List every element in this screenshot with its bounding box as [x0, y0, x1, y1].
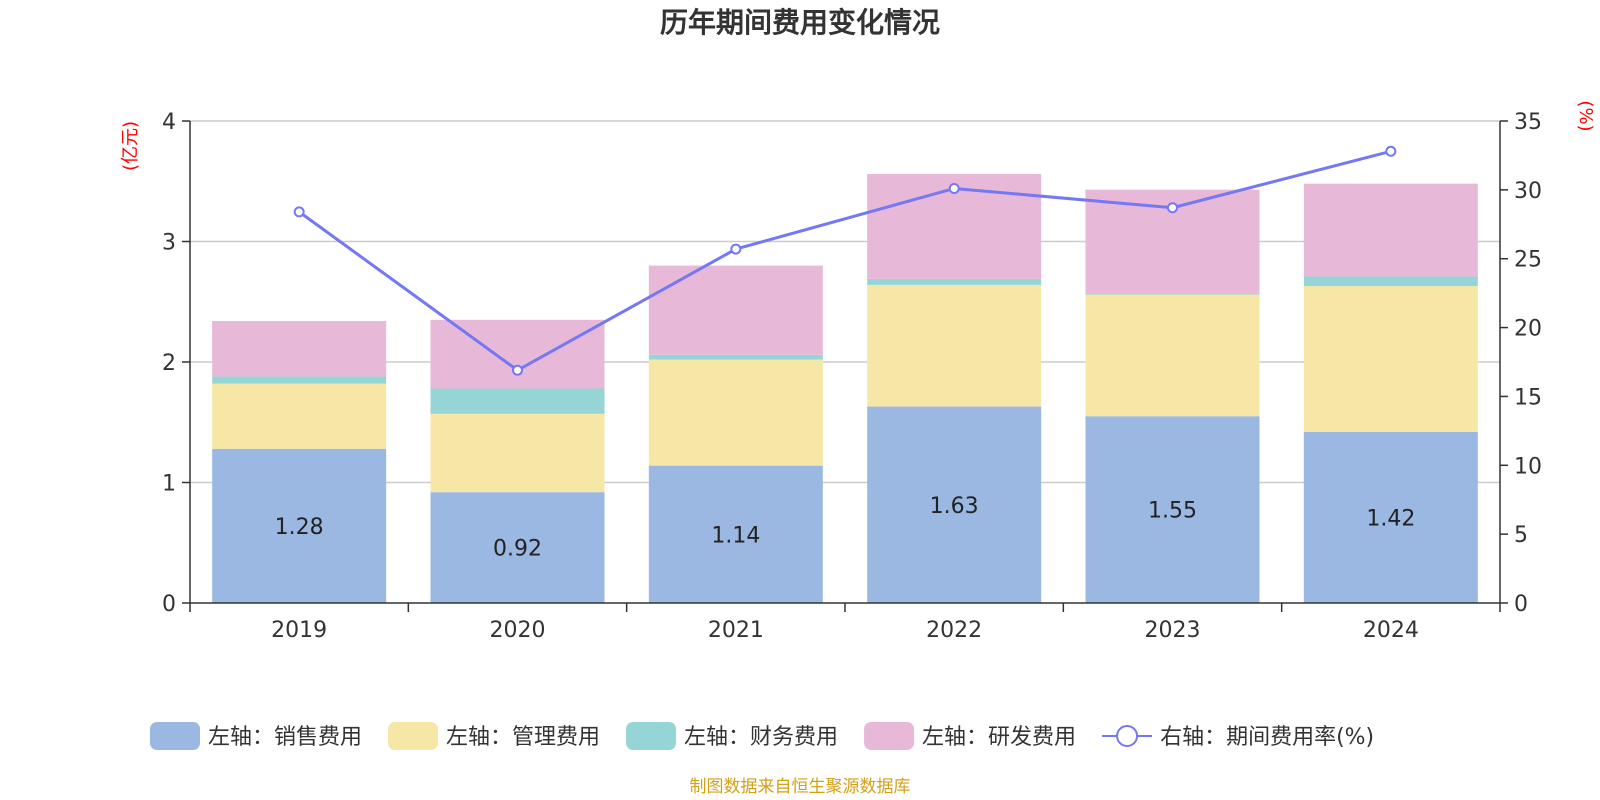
bar-segment: [212, 321, 387, 377]
bar-segment: [1085, 294, 1260, 417]
bar-segment: [648, 359, 823, 466]
bar-segment: [1303, 276, 1478, 287]
x-tick-label: 2023: [1145, 618, 1201, 643]
bar-segment: [1303, 286, 1478, 432]
right-tick-label: 20: [1514, 317, 1542, 342]
bar-value-label: 0.92: [493, 537, 542, 562]
x-tick-label: 2021: [708, 618, 764, 643]
bar-segment: [648, 465, 823, 603]
bar-segment: [430, 492, 605, 603]
bar-segment: [430, 388, 605, 414]
rate-point: [730, 243, 742, 255]
x-tick-label: 2022: [926, 618, 982, 643]
x-tick-label: 2019: [271, 618, 327, 643]
left-tick-label: 1: [162, 472, 176, 497]
right-tick-label: 5: [1514, 523, 1528, 548]
legend-label: 左轴：研发费用: [922, 725, 1076, 750]
bar-segment: [212, 383, 387, 449]
bar-value-label: 1.14: [711, 523, 760, 548]
legend-marker: [1116, 725, 1139, 747]
legend-swatch: [388, 722, 439, 750]
legend: 左轴：销售费用 左轴：管理费用 左轴：财务费用 左轴：研发费用 右轴：期间费用率(%): [150, 722, 1374, 750]
bar-value-label: 1.28: [275, 515, 324, 540]
bar-segment: [867, 284, 1042, 407]
bar-segment: [648, 265, 823, 355]
legend-label: 左轴：管理费用: [446, 725, 600, 750]
bar-segment: [1085, 293, 1260, 295]
legend-swatch: [626, 722, 677, 750]
legend-label: 左轴：销售费用: [208, 725, 362, 750]
source-note: 制图数据来自恒生聚源数据库: [690, 777, 911, 797]
right-tick-label: 10: [1514, 454, 1542, 479]
chart-title: 历年期间费用变化情况: [660, 6, 940, 39]
left-tick-label: 0: [162, 592, 176, 617]
left-tick-label: 3: [162, 231, 176, 256]
bar-segment: [212, 376, 387, 384]
bar-value-label: 1.63: [930, 494, 979, 519]
legend-swatch: [864, 722, 915, 750]
bar-segment: [1085, 416, 1260, 603]
right-tick-label: 0: [1514, 592, 1528, 617]
bar-segment: [867, 278, 1042, 285]
legend-label: 左轴：财务费用: [684, 725, 838, 750]
bar-segment: [212, 448, 387, 603]
rate-point: [1385, 145, 1397, 157]
left-tick-label: 2: [162, 351, 176, 376]
axes: 0 1 2 3 4 0 5 10 15 20 25 30 35 2019 2020 2021 2022 2023 2…: [162, 110, 1542, 643]
data-labels: 1.28 0.92 1.14 1.63 1.55 1.42: [275, 494, 1416, 562]
rate-point: [948, 182, 960, 194]
rate-line-path: [298, 149, 1392, 373]
bars: [212, 174, 1478, 603]
right-tick-label: 25: [1514, 248, 1542, 273]
legend-label: 右轴：期间费用率(%): [1160, 725, 1374, 750]
left-tick-label: 4: [162, 110, 176, 135]
bar-segment: [430, 319, 605, 389]
bar-segment: [867, 406, 1042, 603]
bar-segment: [648, 354, 823, 360]
right-tick-label: 30: [1514, 179, 1542, 204]
rate-point: [512, 364, 523, 376]
rate-line: [293, 145, 1397, 376]
rate-point: [293, 206, 305, 218]
left-axis-unit: (亿元): [120, 121, 141, 171]
right-tick-label: 15: [1514, 385, 1542, 410]
right-tick-label: 35: [1514, 110, 1542, 135]
legend-swatch: [150, 722, 200, 750]
grid: [190, 120, 1500, 484]
rate-point: [1167, 202, 1178, 214]
x-tick-label: 2024: [1363, 618, 1419, 643]
bar-segment: [1303, 183, 1478, 277]
bar-value-label: 1.55: [1148, 499, 1197, 524]
bar-segment: [1303, 431, 1478, 603]
bar-segment: [430, 413, 605, 493]
right-axis-unit: (%): [1575, 100, 1596, 131]
bar-value-label: 1.42: [1366, 506, 1415, 531]
x-tick-label: 2020: [490, 618, 546, 643]
